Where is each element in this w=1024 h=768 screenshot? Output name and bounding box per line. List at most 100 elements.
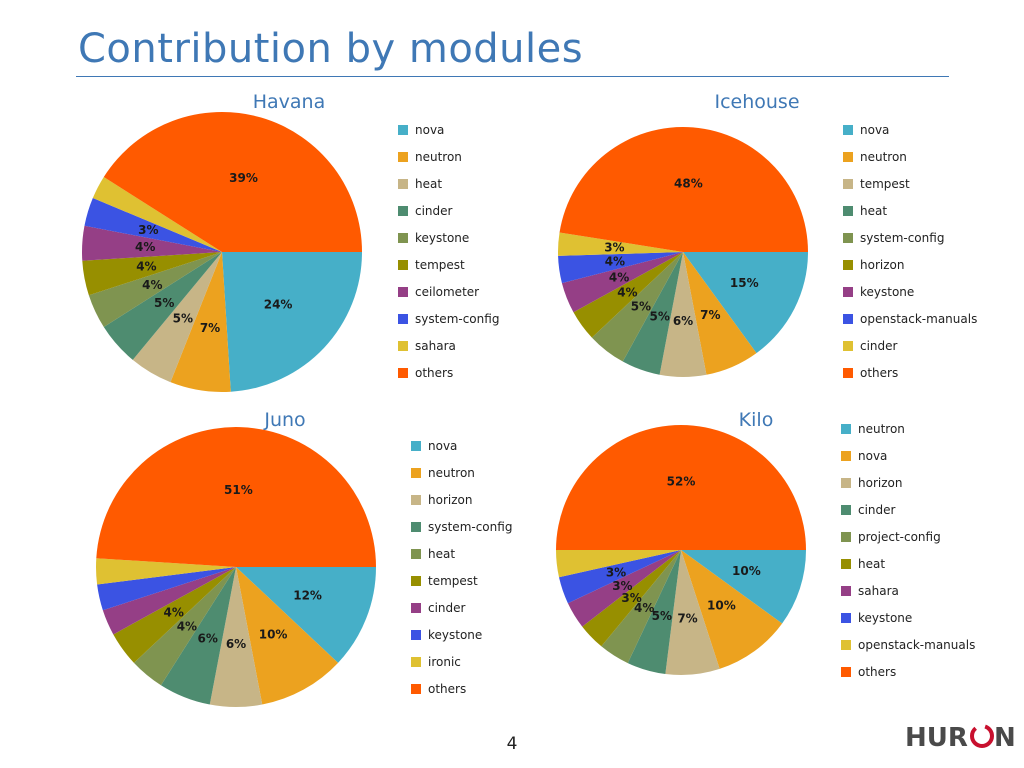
legend-label-keystone: keystone xyxy=(415,231,469,245)
pie-slice-keystone xyxy=(561,252,683,313)
legend-label-cinder: cinder xyxy=(858,503,896,517)
slice-label-others: 39% xyxy=(229,171,258,185)
slice-label-openstack-manuals: 4% xyxy=(605,255,625,269)
legend-label-sahara: sahara xyxy=(415,339,456,353)
legend-swatch-nova xyxy=(841,451,851,461)
legend-swatch-system-config xyxy=(843,233,853,243)
legend-swatch-ceilometer xyxy=(398,287,408,297)
slice-label-sahara: 3% xyxy=(612,579,632,593)
pie-slice-keystone xyxy=(88,252,222,328)
pie-slice-keystone xyxy=(559,550,681,604)
legend-swatch-openstack-manuals xyxy=(841,640,851,650)
legend-swatch-others xyxy=(411,684,421,694)
pie-slice-neutron xyxy=(170,252,231,392)
pie-slice-others xyxy=(556,425,806,550)
pie-slice-nova xyxy=(681,550,783,669)
legend-swatch-horizon xyxy=(411,495,421,505)
legend-label-openstack-manuals: openstack-manuals xyxy=(858,638,975,652)
slice-label-neutron: 10% xyxy=(732,564,761,578)
pie-slice-neutron xyxy=(681,550,806,624)
legend-label-nova: nova xyxy=(860,123,889,137)
legend-swatch-tempest xyxy=(843,179,853,189)
pie-slice-cinder xyxy=(627,550,681,675)
legend-label-keystone: keystone xyxy=(428,628,482,642)
slice-label-nova: 15% xyxy=(730,276,759,290)
legend-swatch-keystone xyxy=(398,233,408,243)
legend-label-keystone: keystone xyxy=(858,611,912,625)
slice-label-horizon: 7% xyxy=(677,611,697,625)
legend-swatch-tempest xyxy=(398,260,408,270)
slice-label-cinder: 5% xyxy=(154,296,174,310)
pie-slice-heat xyxy=(133,567,236,686)
pie-slice-horizon xyxy=(209,567,263,707)
pie-chart-havana: Havana 24% 7% 5%5% 4% 4% 4% 3% 39% nova neutron hea… xyxy=(82,91,499,392)
legend-swatch-others xyxy=(398,368,408,378)
legend-label-tempest: tempest xyxy=(415,258,465,272)
logo-text-right: N xyxy=(994,723,1015,753)
slice-label-others: 48% xyxy=(674,177,703,191)
logo-text-left: HUR xyxy=(905,723,968,753)
pie-slice-neutron xyxy=(683,252,757,375)
pie-chart-icehouse: Icehouse15%7%6%5%5%4%4%4%3%48%novaneutro… xyxy=(557,91,977,380)
pie-slice-horizon xyxy=(573,252,683,338)
legend-label-cinder: cinder xyxy=(428,601,466,615)
legend-label-openstack-manuals: openstack-manuals xyxy=(860,312,977,326)
pie-slice-heat xyxy=(622,252,683,375)
pie-slice-cinder xyxy=(103,252,222,360)
title-divider xyxy=(76,76,949,77)
legend-label-tempest: tempest xyxy=(428,574,478,588)
legend-label-others: others xyxy=(415,366,453,380)
legend-label-tempest: tempest xyxy=(860,177,910,191)
pie-slice-horizon xyxy=(665,550,720,675)
legend-label-heat: heat xyxy=(860,204,887,218)
legend-label-others: others xyxy=(858,665,896,679)
pie-slice-heat xyxy=(582,550,681,647)
slice-label-system-config: 5% xyxy=(631,299,651,313)
pie-slice-tempest xyxy=(659,252,707,378)
pie-slice-ceilometer xyxy=(82,225,222,261)
slice-label-ceilometer: 4% xyxy=(135,240,155,254)
slice-label-nova: 24% xyxy=(264,298,293,312)
pie-slice-heat xyxy=(132,252,222,383)
legend-swatch-neutron xyxy=(841,424,851,434)
pie-slice-project-config xyxy=(601,550,681,664)
slice-label-tempest: 6% xyxy=(673,314,693,328)
pie-slice-sahara xyxy=(92,176,222,252)
slice-label-cinder: 3% xyxy=(604,241,624,255)
legend-swatch-heat xyxy=(411,549,421,559)
legend-swatch-cinder xyxy=(398,206,408,216)
legend-label-system-config: system-config xyxy=(428,520,512,534)
legend-label-nova: nova xyxy=(428,439,457,453)
slice-label-keystone: 4% xyxy=(609,270,629,284)
legend-label-ceilometer: ceilometer xyxy=(415,285,479,299)
pie-slice-system-config xyxy=(160,567,236,705)
legend-swatch-neutron xyxy=(411,468,421,478)
legend-label-heat: heat xyxy=(415,177,442,191)
huron-logo: HUR N xyxy=(905,723,1015,753)
legend-label-heat: heat xyxy=(428,547,455,561)
legend-label-horizon: horizon xyxy=(858,476,902,490)
chart-title: Kilo xyxy=(739,409,774,431)
legend-label-project-config: project-config xyxy=(858,530,941,544)
pie-slice-system-config xyxy=(591,252,683,362)
slice-label-nova: 10% xyxy=(707,599,736,613)
legend-label-nova: nova xyxy=(858,449,887,463)
slice-label-system-config: 6% xyxy=(198,632,218,646)
slice-label-keystone: 4% xyxy=(142,278,162,292)
logo-ring-icon xyxy=(970,724,994,748)
pie-slice-system-config xyxy=(84,198,222,252)
pie-slice-nova xyxy=(683,252,808,354)
pie-slice-cinder xyxy=(557,232,683,256)
chart-title: Juno xyxy=(263,409,305,431)
slice-label-project-config: 4% xyxy=(634,601,654,615)
chart-title: Icehouse xyxy=(714,91,799,113)
chart-title: Havana xyxy=(253,91,326,113)
slice-label-heat: 4% xyxy=(177,619,197,633)
slice-label-horizon: 6% xyxy=(226,637,246,651)
legend-swatch-cinder xyxy=(411,603,421,613)
slice-label-nova: 12% xyxy=(293,588,322,602)
legend-swatch-keystone xyxy=(843,287,853,297)
legend-label-horizon: horizon xyxy=(860,258,904,272)
slice-label-cinder: 5% xyxy=(652,609,672,623)
legend-label-neutron: neutron xyxy=(858,422,905,436)
